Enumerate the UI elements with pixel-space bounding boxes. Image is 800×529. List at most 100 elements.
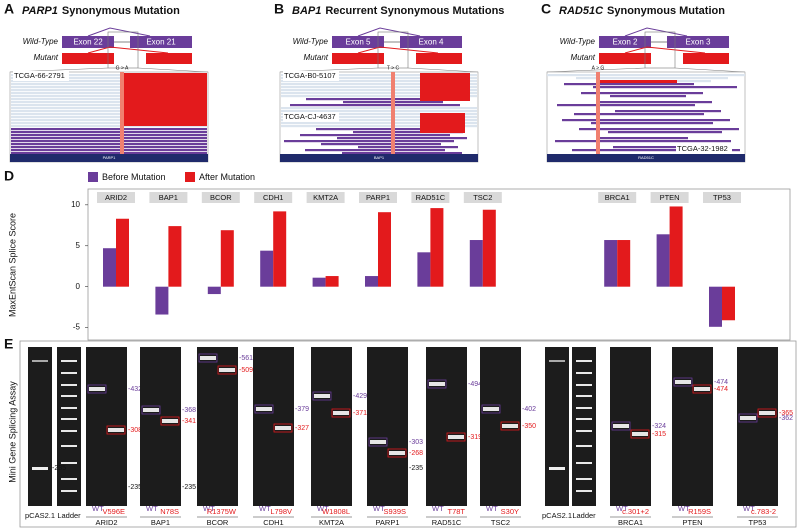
zoom-line [674, 67, 746, 73]
read [555, 140, 731, 143]
read [358, 146, 458, 149]
splice-arc [357, 46, 439, 54]
mutant-label: R159S [688, 507, 711, 516]
read [11, 143, 207, 146]
bar [417, 252, 431, 287]
ladder-band [61, 360, 77, 362]
mutant-label: N78S [160, 507, 179, 516]
ladder-band [576, 372, 592, 374]
band-box [387, 448, 407, 458]
band-label: -561 [239, 355, 253, 362]
panel-letter: D [4, 168, 14, 184]
bar [617, 240, 631, 287]
mutation-site [120, 72, 124, 154]
bar [103, 248, 116, 287]
band-box [368, 437, 388, 447]
gene-label: BRCA1 [618, 518, 643, 527]
read [281, 110, 477, 113]
ladder-band [61, 478, 77, 480]
facet-label: PTEN [660, 193, 680, 202]
band-box [692, 384, 712, 394]
read [615, 110, 721, 113]
gel-image [28, 347, 52, 506]
ladder-band [61, 490, 77, 492]
wt-label: WT [146, 504, 158, 513]
gel-band [200, 356, 216, 360]
gel-band [675, 380, 691, 384]
bar [722, 286, 735, 321]
exon [146, 53, 192, 64]
exon [599, 36, 651, 48]
mutant-label: S30Y [501, 507, 519, 516]
gel-band [389, 451, 405, 455]
facet-header [306, 192, 345, 203]
y-axis-label: MaxEntScan Splice Score [7, 213, 17, 317]
mutant-label: L798V [270, 507, 292, 516]
facet-header [97, 192, 135, 203]
gel-band [549, 467, 565, 470]
bar [378, 212, 391, 287]
ladder-band [61, 395, 77, 397]
band-label: -235 [182, 484, 196, 491]
read [300, 134, 450, 137]
wt-label: WT [678, 504, 690, 513]
facet-header [650, 192, 689, 203]
mutation-change: T > C [387, 65, 400, 71]
bar [482, 209, 496, 287]
plot-frame [87, 188, 791, 341]
band-box [331, 408, 351, 418]
band-label: -324 [652, 423, 666, 430]
mutant-label: R1375W [207, 507, 237, 516]
ladder-band [61, 430, 77, 432]
facet-label: CDH1 [263, 193, 283, 202]
gel-band [89, 387, 105, 391]
band-box [273, 423, 293, 433]
band-label: -429 [353, 393, 367, 400]
gene-label: BCOR [207, 518, 229, 527]
ladder-band [576, 445, 592, 447]
exon [416, 53, 462, 64]
read [316, 128, 446, 131]
read [11, 95, 207, 98]
facet-header [254, 192, 293, 203]
wt-label: WT [616, 504, 628, 513]
wt-label: WT [486, 504, 498, 513]
band-box [673, 377, 693, 387]
panel-title: RAD51C Synonymous Mutation [559, 5, 725, 17]
read [281, 74, 477, 77]
read [552, 89, 720, 92]
gene-label: CDH1 [263, 518, 283, 527]
read [613, 146, 697, 149]
read [581, 92, 703, 95]
mutation-site [391, 72, 395, 154]
band-box [757, 408, 777, 418]
read [550, 125, 696, 128]
read [11, 107, 207, 110]
read [281, 107, 477, 110]
gel-band [502, 424, 518, 428]
panel-title-text: Synonymous Mutation [607, 5, 725, 17]
bar [168, 226, 182, 287]
gel-image [57, 347, 81, 506]
read [284, 140, 454, 143]
read [11, 122, 207, 125]
lane-label: pCAS2.1 [542, 511, 572, 520]
panel-letter: A [4, 1, 14, 17]
read [281, 95, 477, 98]
band-box [446, 432, 466, 442]
bar [325, 276, 339, 287]
gel-image [311, 347, 352, 506]
gel-image [367, 347, 408, 506]
band-label: -402 [522, 406, 536, 413]
splice-arc [357, 27, 421, 37]
gel-band [370, 440, 386, 444]
read [596, 137, 688, 140]
wild-type-label: Wild-Type [293, 37, 329, 46]
legend-swatch [88, 172, 98, 182]
bar [207, 286, 221, 295]
band-box [217, 365, 237, 375]
facet-label: RAD51C [416, 193, 446, 202]
panel-title-text: Synonymous Mutation [62, 5, 180, 17]
read [281, 116, 477, 119]
read [321, 143, 441, 146]
